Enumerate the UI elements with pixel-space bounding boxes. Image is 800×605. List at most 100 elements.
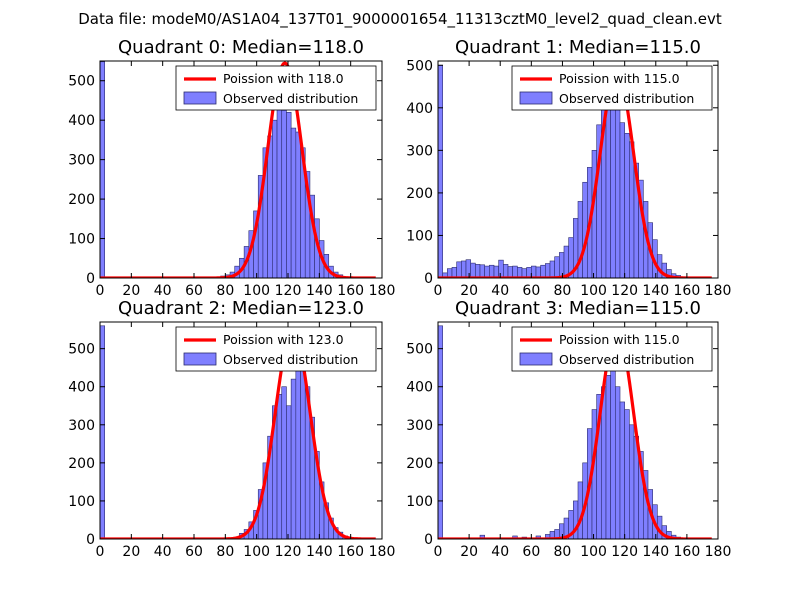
legend: Poission with 118.0 Observed distribution xyxy=(176,66,376,110)
x-tick-label: 120 xyxy=(611,283,638,299)
y-tick-label: 0 xyxy=(86,532,95,548)
x-tick-label: 100 xyxy=(243,544,270,560)
histogram-bar xyxy=(615,108,620,278)
legend-entry-poisson: Poission with 118.0 xyxy=(223,71,344,86)
histogram-bar xyxy=(277,108,282,278)
histogram-bar xyxy=(620,123,625,278)
y-tick-label: 100 xyxy=(406,228,433,244)
x-tick-label: 160 xyxy=(674,283,701,299)
legend-bar-swatch xyxy=(520,92,552,104)
x-tick-label: 0 xyxy=(96,544,105,560)
legend-bar-swatch xyxy=(184,353,216,365)
plot-title: Quadrant 0: Median=118.0 xyxy=(118,37,364,58)
x-tick-label: 100 xyxy=(580,283,607,299)
histogram-bar xyxy=(615,387,620,539)
y-tick-label: 400 xyxy=(68,380,95,396)
y-tick-label: 100 xyxy=(406,494,433,510)
y-tick-label: 200 xyxy=(68,192,95,208)
histogram-bar xyxy=(268,136,273,278)
legend-entry-poisson: Poission with 115.0 xyxy=(559,71,680,86)
x-tick-label: 60 xyxy=(185,283,203,299)
plot-title: Quadrant 1: Median=115.0 xyxy=(455,37,701,58)
legend-entry-observed: Observed distribution xyxy=(559,352,694,367)
histogram-bar xyxy=(489,265,494,278)
x-tick-label: 160 xyxy=(337,544,364,560)
x-tick-label: 180 xyxy=(369,544,396,560)
histogram-bar xyxy=(513,266,518,278)
x-tick-label: 60 xyxy=(522,283,540,299)
y-tick-label: 100 xyxy=(68,494,95,510)
x-tick-label: 20 xyxy=(460,544,478,560)
histogram-bar xyxy=(508,267,513,278)
y-tick-label: 200 xyxy=(68,456,95,472)
legend-entry-observed: Observed distribution xyxy=(223,352,358,367)
histogram-bar xyxy=(485,266,490,278)
histogram-bar xyxy=(457,262,462,278)
histogram-bar xyxy=(471,263,476,278)
histogram-bar xyxy=(466,260,471,278)
x-tick-label: 180 xyxy=(705,544,732,560)
y-tick-label: 0 xyxy=(86,271,95,287)
histogram-bar xyxy=(503,264,508,278)
y-tick-label: 400 xyxy=(68,113,95,129)
histogram-bar xyxy=(499,260,504,278)
x-tick-label: 80 xyxy=(216,544,234,560)
x-tick-label: 60 xyxy=(185,544,203,560)
x-tick-label: 120 xyxy=(275,283,302,299)
x-tick-label: 160 xyxy=(337,283,364,299)
histogram-bar xyxy=(480,265,485,278)
histogram-bar xyxy=(277,394,282,539)
y-tick-label: 200 xyxy=(406,456,433,472)
histogram-bar xyxy=(494,266,499,278)
histogram-bar xyxy=(438,65,443,278)
x-tick-label: 0 xyxy=(434,544,443,560)
histogram-bar xyxy=(625,133,630,278)
histogram-bar xyxy=(296,352,301,539)
x-tick-label: 120 xyxy=(275,544,302,560)
y-tick-label: 0 xyxy=(424,532,433,548)
x-tick-label: 180 xyxy=(369,283,396,299)
legend-bar-swatch xyxy=(520,353,552,365)
histogram-bar xyxy=(531,266,536,278)
x-tick-label: 140 xyxy=(306,544,333,560)
x-tick-label: 60 xyxy=(522,544,540,560)
x-tick-label: 40 xyxy=(491,544,509,560)
histogram-bar xyxy=(286,112,291,278)
x-tick-label: 0 xyxy=(96,283,105,299)
x-tick-label: 140 xyxy=(642,544,669,560)
histogram-bar xyxy=(438,326,443,539)
histogram-bar xyxy=(541,265,546,278)
y-tick-label: 300 xyxy=(406,143,433,159)
y-tick-label: 500 xyxy=(406,342,433,358)
x-tick-label: 140 xyxy=(642,283,669,299)
legend-entry-poisson: Poission with 115.0 xyxy=(559,332,680,347)
y-tick-label: 500 xyxy=(406,58,433,74)
y-tick-label: 500 xyxy=(68,342,95,358)
histogram-bar xyxy=(282,110,287,278)
legend-bar-swatch xyxy=(184,92,216,104)
histogram-bar xyxy=(606,375,611,539)
legend-entry-observed: Observed distribution xyxy=(223,91,358,106)
x-tick-label: 160 xyxy=(674,544,701,560)
y-tick-label: 400 xyxy=(406,101,433,117)
x-tick-label: 80 xyxy=(554,283,572,299)
histogram-bar xyxy=(611,364,616,539)
x-tick-label: 20 xyxy=(460,283,478,299)
x-tick-label: 80 xyxy=(554,544,572,560)
histogram-bar xyxy=(583,182,588,278)
histogram-bar xyxy=(559,252,564,278)
x-tick-label: 120 xyxy=(611,544,638,560)
histogram-bar xyxy=(629,425,634,539)
x-tick-label: 100 xyxy=(243,283,270,299)
x-tick-label: 0 xyxy=(434,283,443,299)
histogram-bar xyxy=(100,326,105,539)
histogram-bar xyxy=(536,267,541,278)
